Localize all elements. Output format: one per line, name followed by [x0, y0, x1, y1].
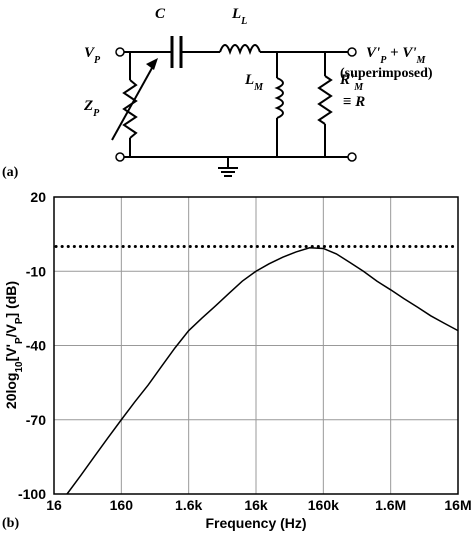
subscript: P [93, 108, 100, 119]
x-axis-label: Frequency (Hz) [205, 515, 306, 531]
panel-label: (b) [2, 516, 19, 531]
resistor [122, 79, 138, 139]
label-out: V'P + V'M [366, 45, 427, 66]
label-vp: VP [84, 45, 101, 66]
x-tick-label: 1.6k [175, 497, 202, 513]
y-axis-label: 20log10[V'P/VP] (dB) [3, 281, 25, 409]
subscript: M [253, 82, 264, 93]
label-part: L [231, 6, 241, 22]
label-eq: ≡ R [343, 94, 365, 110]
label-rm: R'M [339, 72, 364, 93]
subscript: P [94, 55, 101, 66]
y-tick-label: -70 [26, 412, 46, 428]
subscript: P [14, 337, 25, 344]
inductor [274, 77, 284, 119]
x-tick-label: 1.6M [375, 497, 406, 513]
subscript: L [240, 16, 247, 27]
subscript: P [380, 55, 387, 66]
label-part: [V' [3, 344, 19, 361]
label-part: L [244, 72, 254, 88]
arrow-head [146, 58, 158, 70]
label-part: V [84, 45, 96, 61]
label-part: Z [83, 98, 93, 114]
label-superimposed: (superimposed) [340, 66, 433, 81]
x-tick-label: 160k [308, 497, 339, 513]
terminal [347, 47, 357, 57]
subscript: M [353, 82, 364, 93]
label-lm: LM [244, 72, 264, 93]
label-zp: ZP [83, 98, 100, 119]
y-tick-label: -100 [18, 486, 46, 502]
inductor [219, 44, 261, 55]
y-tick-label: -40 [26, 338, 46, 354]
terminal [115, 47, 125, 57]
label-part: R' [339, 72, 354, 88]
subscript: M [416, 55, 427, 66]
label-part: C [155, 6, 166, 22]
label-part: /V [3, 323, 19, 337]
label-ll: LL [231, 6, 247, 27]
y-tick-label: 20 [30, 189, 46, 205]
subscript: 10 [14, 361, 25, 373]
y-tick-label: -10 [26, 263, 46, 279]
x-tick-label: 16M [444, 497, 471, 513]
label-c: C [155, 6, 166, 22]
variable-arrow [111, 67, 153, 141]
terminal [347, 152, 357, 162]
circuit [111, 36, 357, 177]
label-part: V' [366, 45, 380, 61]
x-tick-label: 160 [110, 497, 134, 513]
resistor [317, 75, 333, 125]
subscript: P [14, 317, 25, 324]
panel-label: (a) [2, 165, 19, 180]
label-part: ] (dB) [3, 281, 19, 318]
label-part: 20log [3, 373, 19, 410]
x-tick-label: 16 [46, 497, 62, 513]
response-curve [66, 246, 459, 495]
label-part: + V' [386, 45, 416, 61]
terminal [115, 152, 125, 162]
x-tick-label: 16k [244, 497, 268, 513]
plot-frame [53, 196, 459, 495]
